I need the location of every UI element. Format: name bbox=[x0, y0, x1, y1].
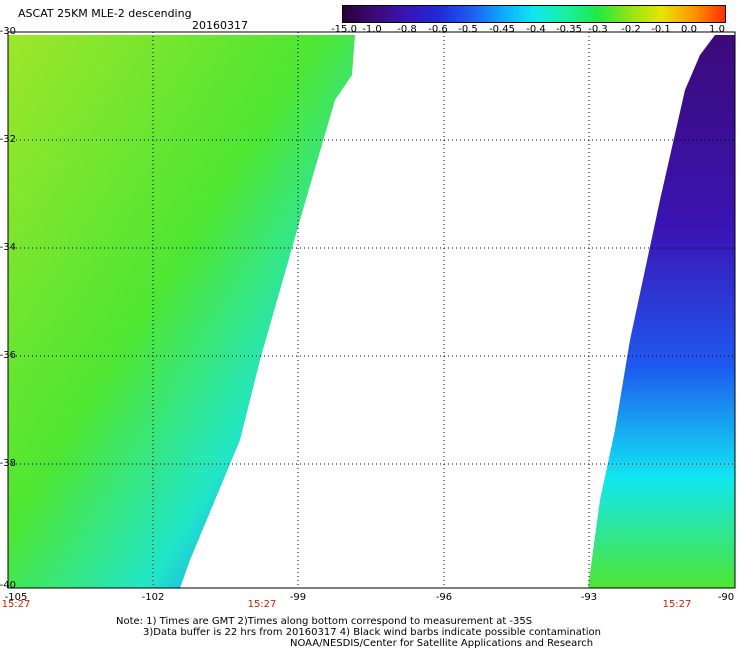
colorbar-label: 1.0 bbox=[709, 24, 725, 35]
colorbar-label: -0.3 bbox=[588, 24, 608, 35]
lat-label: -34 bbox=[0, 242, 16, 253]
colorbar-label: -0.4 bbox=[526, 24, 546, 35]
lon-label: -96 bbox=[435, 592, 453, 603]
lon-gridlines bbox=[152, 32, 590, 588]
colorbar-label: -15.0 bbox=[331, 24, 357, 35]
lon-label: -90 bbox=[717, 592, 735, 603]
colorbar-label: 0.0 bbox=[681, 24, 697, 35]
east-swath bbox=[588, 35, 735, 588]
lat-label: -38 bbox=[0, 458, 16, 469]
colorbar-label: -0.6 bbox=[428, 24, 448, 35]
time-label: 15:27 bbox=[247, 599, 277, 610]
product-date: 20160317 bbox=[192, 19, 248, 32]
colorbar-label: -1.0 bbox=[362, 24, 382, 35]
colorbar-label: -0.5 bbox=[458, 24, 478, 35]
west-swath bbox=[8, 35, 355, 588]
lat-label: -32 bbox=[0, 134, 16, 145]
note-line-3: NOAA/NESDIS/Center for Satellite Applica… bbox=[290, 638, 594, 649]
colorbar-label: -0.35 bbox=[556, 24, 582, 35]
colorbar-label: -0.45 bbox=[489, 24, 515, 35]
lon-label: -105 bbox=[4, 592, 28, 603]
lat-label: -40 bbox=[0, 580, 16, 591]
colorbar-label: -0.1 bbox=[651, 24, 671, 35]
lon-label: -102 bbox=[141, 592, 165, 603]
lat-label: -30 bbox=[0, 26, 16, 37]
time-label: 15:27 bbox=[1, 599, 31, 610]
note-line-1: Note: 1) Times are GMT 2)Times along bot… bbox=[116, 616, 533, 627]
product-title: ASCAT 25KM MLE-2 descending bbox=[18, 7, 192, 20]
lon-label: -93 bbox=[580, 592, 598, 603]
lon-label: -99 bbox=[289, 592, 307, 603]
note-line-2: 3)Data buffer is 22 hrs from 20160317 4)… bbox=[143, 627, 601, 638]
time-label: 15:27 bbox=[662, 599, 692, 610]
colorbar bbox=[342, 5, 726, 23]
map-frame bbox=[7, 31, 736, 589]
lat-label: -36 bbox=[0, 350, 16, 361]
colorbar-label: -0.2 bbox=[621, 24, 641, 35]
colorbar-gradient bbox=[343, 6, 725, 22]
colorbar-label: -0.8 bbox=[397, 24, 417, 35]
